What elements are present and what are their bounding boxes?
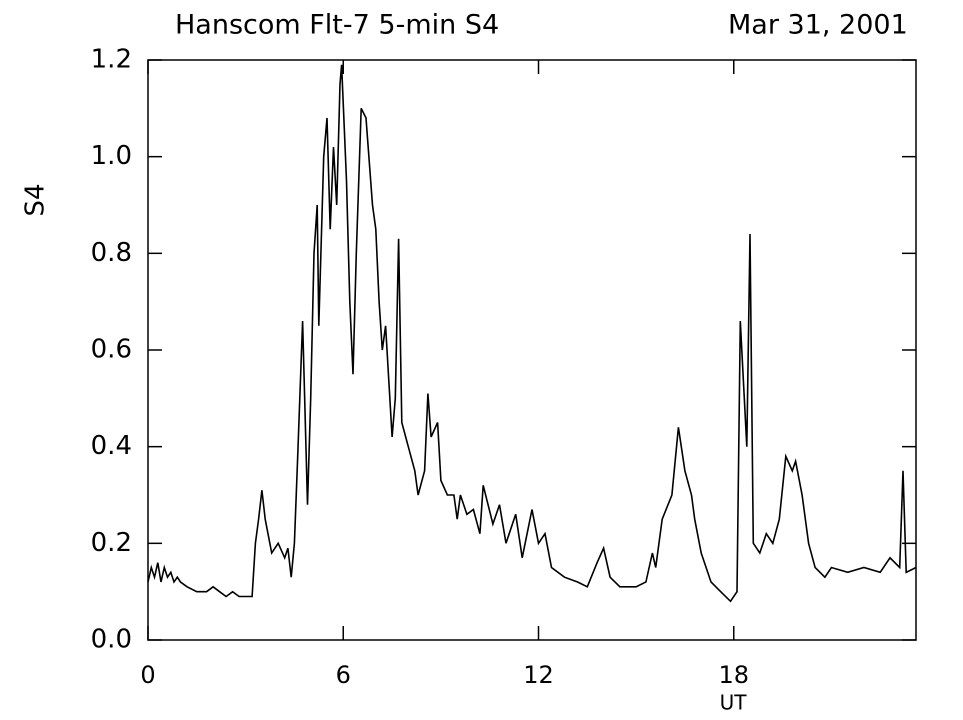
- y-tick-label: 0.0: [91, 625, 132, 655]
- data-line: [147, 64, 917, 603]
- x-tick-label: 12: [523, 661, 554, 689]
- y-axis-label: S4: [21, 183, 51, 216]
- y-tick-label: 0.6: [91, 335, 132, 365]
- y-tick-label: 1.0: [91, 141, 132, 171]
- y-tick-label: 0.4: [91, 431, 132, 461]
- x-tick-label: 6: [336, 661, 351, 689]
- y-tick-label: 0.2: [91, 528, 132, 558]
- plot-frame: [147, 59, 917, 641]
- chart-title: Hanscom Flt-7 5-min S4: [175, 10, 499, 41]
- x-axis-label: UT: [720, 691, 748, 715]
- x-tick-label: 18: [718, 661, 749, 689]
- y-tick-label: 0.8: [91, 238, 132, 268]
- chart-date: Mar 31, 2001: [728, 10, 908, 41]
- x-tick-label: 0: [140, 661, 155, 689]
- y-tick-label: 1.2: [91, 45, 132, 75]
